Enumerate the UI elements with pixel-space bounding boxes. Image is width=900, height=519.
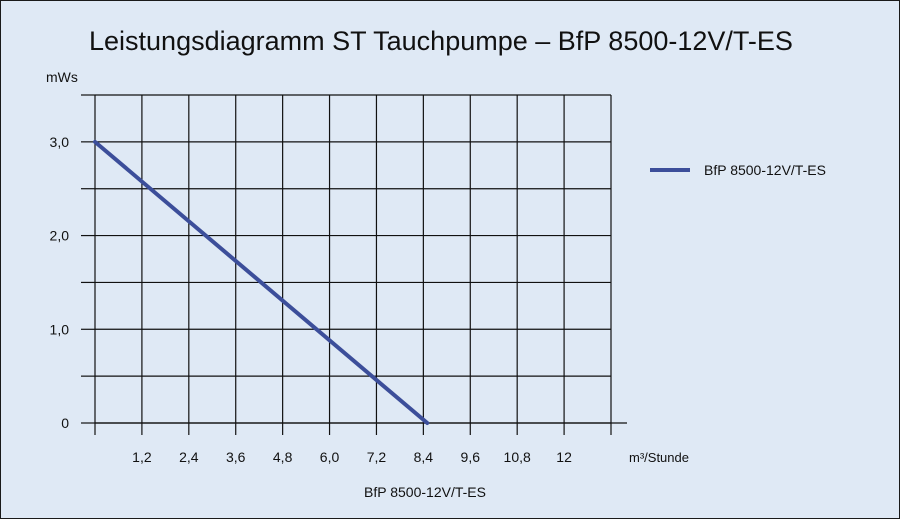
plot-area bbox=[95, 95, 611, 423]
x-tick-label: 12 bbox=[556, 449, 572, 465]
chart-legend: BfP 8500-12V/T-ES bbox=[650, 162, 826, 178]
x-tick-label: 6,0 bbox=[320, 449, 340, 465]
x-tick-label: 10,8 bbox=[504, 449, 531, 465]
x-tick-label: 2,4 bbox=[179, 449, 199, 465]
x-axis-label: BfP 8500-12V/T-ES bbox=[364, 484, 486, 500]
x-tick-label: 3,6 bbox=[226, 449, 246, 465]
x-tick-label: 9,6 bbox=[461, 449, 481, 465]
chart-title: Leistungsdiagramm ST Tauchpumpe – BfP 85… bbox=[89, 26, 793, 56]
y-tick-label: 2,0 bbox=[50, 228, 70, 244]
series-line bbox=[93, 139, 430, 425]
x-tick-label: 8,4 bbox=[414, 449, 434, 465]
x-tick-label: 1,2 bbox=[132, 449, 152, 465]
y-tick-label: 1,0 bbox=[50, 321, 70, 337]
y-axis-label: mWs bbox=[46, 69, 78, 85]
x-tick-label: 7,2 bbox=[367, 449, 387, 465]
x-unit-label: m³/Stunde bbox=[629, 450, 689, 465]
y-tick-label: 3,0 bbox=[50, 134, 70, 150]
legend-label: BfP 8500-12V/T-ES bbox=[704, 162, 826, 178]
x-tick-label: 4,8 bbox=[273, 449, 293, 465]
legend-swatch bbox=[650, 168, 690, 172]
y-tick-label: 0 bbox=[61, 415, 69, 431]
